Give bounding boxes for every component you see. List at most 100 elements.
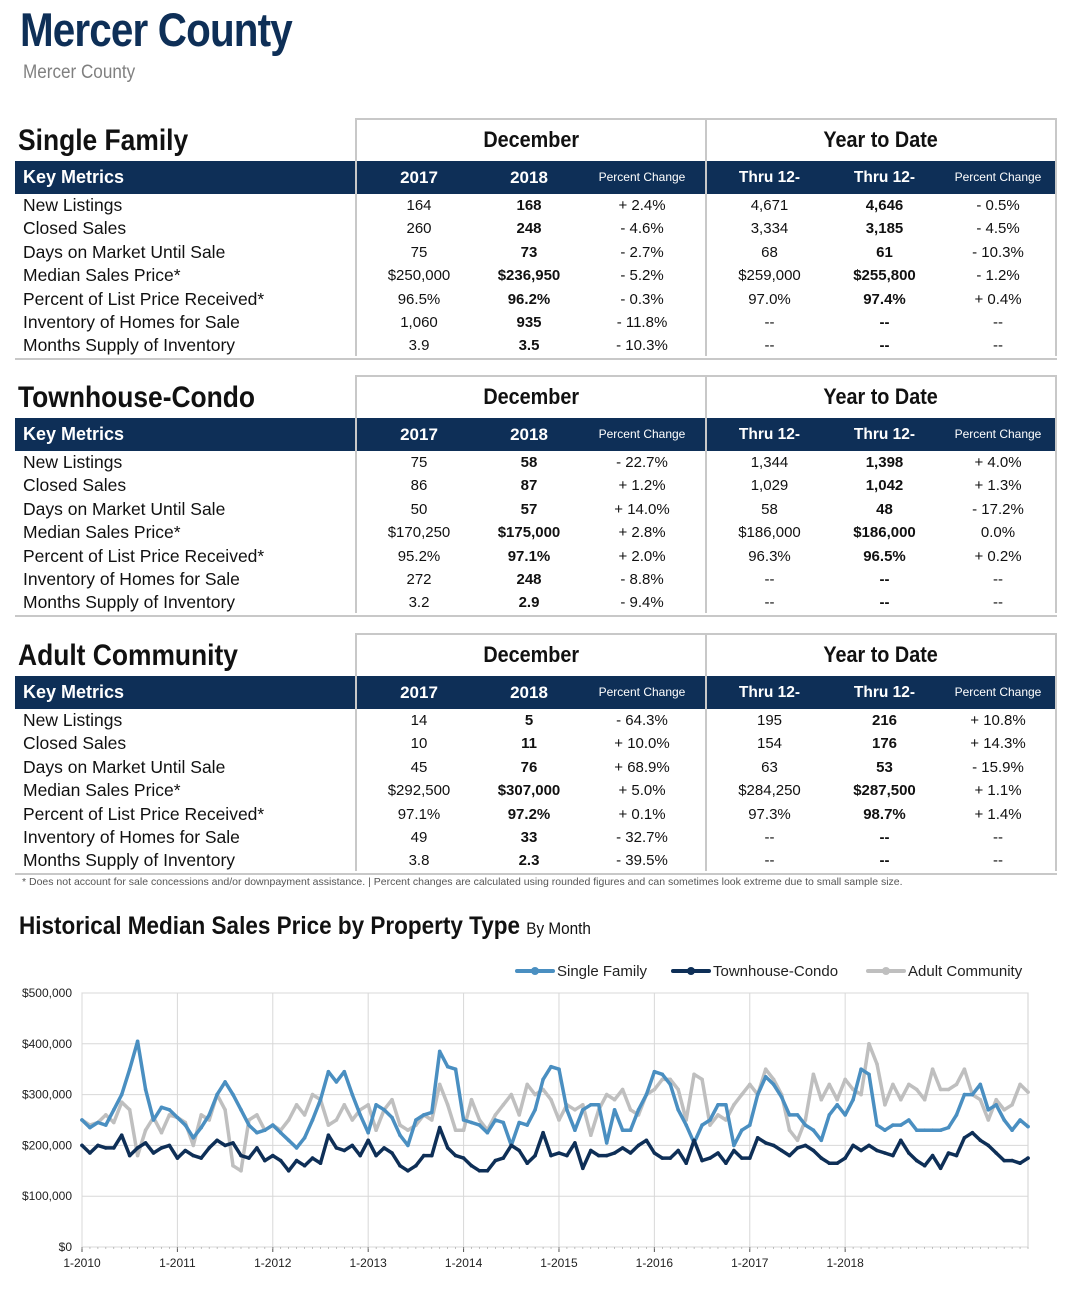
- data-point: [437, 1125, 442, 1130]
- ytd-percent-change: 0.0%: [980, 524, 1016, 542]
- data-point: [859, 1092, 863, 1097]
- metrics-rows: New Listings 75 58 - 22.7% 1,344 1,398 + 4.0% C…: [15, 451, 1057, 617]
- data-point: [891, 1123, 895, 1127]
- data-point: [366, 1103, 371, 1107]
- data-point: [930, 1067, 935, 1071]
- page-subtitle: Mercer County: [23, 62, 136, 83]
- table-row: Percent of List Price Received* 95.2% 97.1…: [15, 545, 1057, 568]
- dec-percent-change: + 5.0%: [618, 782, 666, 800]
- data-point: [803, 1123, 808, 1127]
- table-row: New Listings 75 58 - 22.7% 1,344 1,398 + 4.0%: [15, 451, 1057, 474]
- ytd-percent-change: - 4.5%: [976, 220, 1020, 238]
- ytd-2017-value: --: [764, 828, 775, 846]
- dec-2017-value: $292,500: [387, 782, 451, 800]
- metric-label: New Listings: [23, 452, 123, 472]
- data-point: [891, 1153, 895, 1158]
- ytd-2017-value: 97.3%: [748, 805, 791, 823]
- col-2017: 2017: [400, 683, 438, 702]
- data-point: [430, 1118, 434, 1122]
- metric-label: Months Supply of Inventory: [23, 335, 236, 356]
- data-point: [589, 1148, 593, 1153]
- metrics-section: Adult Community December Year to Date Key M…: [15, 633, 1057, 875]
- data-point: [104, 1123, 108, 1127]
- data-point: [239, 1108, 243, 1112]
- data-point: [390, 1097, 394, 1102]
- data-point: [525, 1123, 529, 1127]
- data-point: [414, 1163, 418, 1168]
- data-point: [159, 1146, 164, 1150]
- data-point: [294, 1146, 299, 1150]
- data-point: [525, 1161, 529, 1165]
- data-point: [779, 1148, 784, 1153]
- dec-2017-value: 97.1%: [397, 805, 441, 823]
- data-point: [461, 1128, 466, 1132]
- data-point: [1026, 1124, 1030, 1129]
- col-thru-2017: Thru 12-2017: [738, 684, 801, 734]
- data-point: [962, 1136, 967, 1140]
- data-point: [843, 1156, 847, 1160]
- data-point: [899, 1097, 903, 1102]
- data-point: [970, 1092, 975, 1097]
- data-point: [1002, 1118, 1006, 1122]
- data-point: [819, 1138, 824, 1143]
- data-point: [239, 1153, 243, 1158]
- table-row: Closed Sales 86 87 + 1.2% 1,029 1,042 + 1.3%: [15, 474, 1057, 497]
- dec-2018-value: $307,000: [497, 782, 561, 800]
- data-point: [899, 1138, 903, 1143]
- data-point: [700, 1158, 704, 1163]
- legend-marker: [531, 967, 539, 975]
- data-point: [199, 1113, 203, 1117]
- dec-2017-value: 260: [406, 220, 432, 238]
- table-row: Closed Sales 260 248 - 4.6% 3,334 3,185 - 4.5%: [15, 217, 1057, 240]
- dec-2018-value: 248: [516, 220, 542, 238]
- data-point: [740, 1092, 744, 1097]
- data-point: [255, 1130, 259, 1135]
- data-point: [501, 1103, 506, 1107]
- data-point: [263, 1158, 267, 1163]
- data-point: [271, 1153, 275, 1158]
- ytd-2017-value: 1,344: [750, 454, 789, 471]
- metric-label: Days on Market Until Sale: [23, 498, 226, 519]
- dec-2017-value: 3.8: [408, 852, 430, 870]
- data-point: [112, 1146, 116, 1150]
- ytd-percent-change: --: [993, 594, 1003, 612]
- data-point: [390, 1151, 394, 1155]
- data-point: [350, 1143, 355, 1148]
- data-point: [724, 1118, 728, 1122]
- data-point: [581, 1166, 585, 1171]
- x-tick-label: 1-2012: [254, 1256, 292, 1270]
- data-point: [867, 1143, 871, 1148]
- dec-2017-value: 96.5%: [397, 290, 441, 308]
- col-2018: 2018: [510, 168, 548, 187]
- ytd-2018-value: 97.4%: [863, 290, 906, 308]
- data-point: [970, 1130, 975, 1135]
- x-tick-label: 1-2011: [159, 1256, 196, 1270]
- data-point: [1010, 1128, 1014, 1132]
- col-thru-2017: Thru 12-2017: [738, 426, 801, 476]
- dec-2018-value: 96.2%: [507, 290, 551, 308]
- dec-percent-change: + 2.0%: [618, 547, 666, 565]
- ytd-2017-value: 58: [761, 500, 778, 518]
- ytd-2017-value: 63: [761, 758, 778, 776]
- ytd-percent-change: + 0.2%: [974, 547, 1022, 565]
- data-point: [278, 1130, 283, 1135]
- data-point: [795, 1138, 800, 1143]
- dec-2018-value: 2.3: [518, 852, 540, 870]
- dec-2018-value: 935: [516, 313, 542, 331]
- data-point: [628, 1128, 633, 1132]
- data-point: [636, 1143, 641, 1148]
- data-point: [517, 1148, 521, 1153]
- data-point: [994, 1151, 998, 1155]
- dec-2018-value: 248: [516, 570, 542, 588]
- metric-label: Closed Sales: [23, 475, 127, 496]
- data-point: [867, 1042, 871, 1046]
- data-point: [223, 1080, 227, 1084]
- ytd-percent-change: - 0.5%: [976, 197, 1020, 214]
- col-thru-2018: Thru 12-2018: [853, 169, 916, 219]
- data-point: [350, 1092, 355, 1097]
- data-point: [1018, 1082, 1022, 1087]
- table-border-left: [355, 118, 357, 356]
- data-point: [914, 1158, 919, 1163]
- table-border-right: [1055, 375, 1057, 613]
- metric-label: Inventory of Homes for Sale: [23, 311, 240, 332]
